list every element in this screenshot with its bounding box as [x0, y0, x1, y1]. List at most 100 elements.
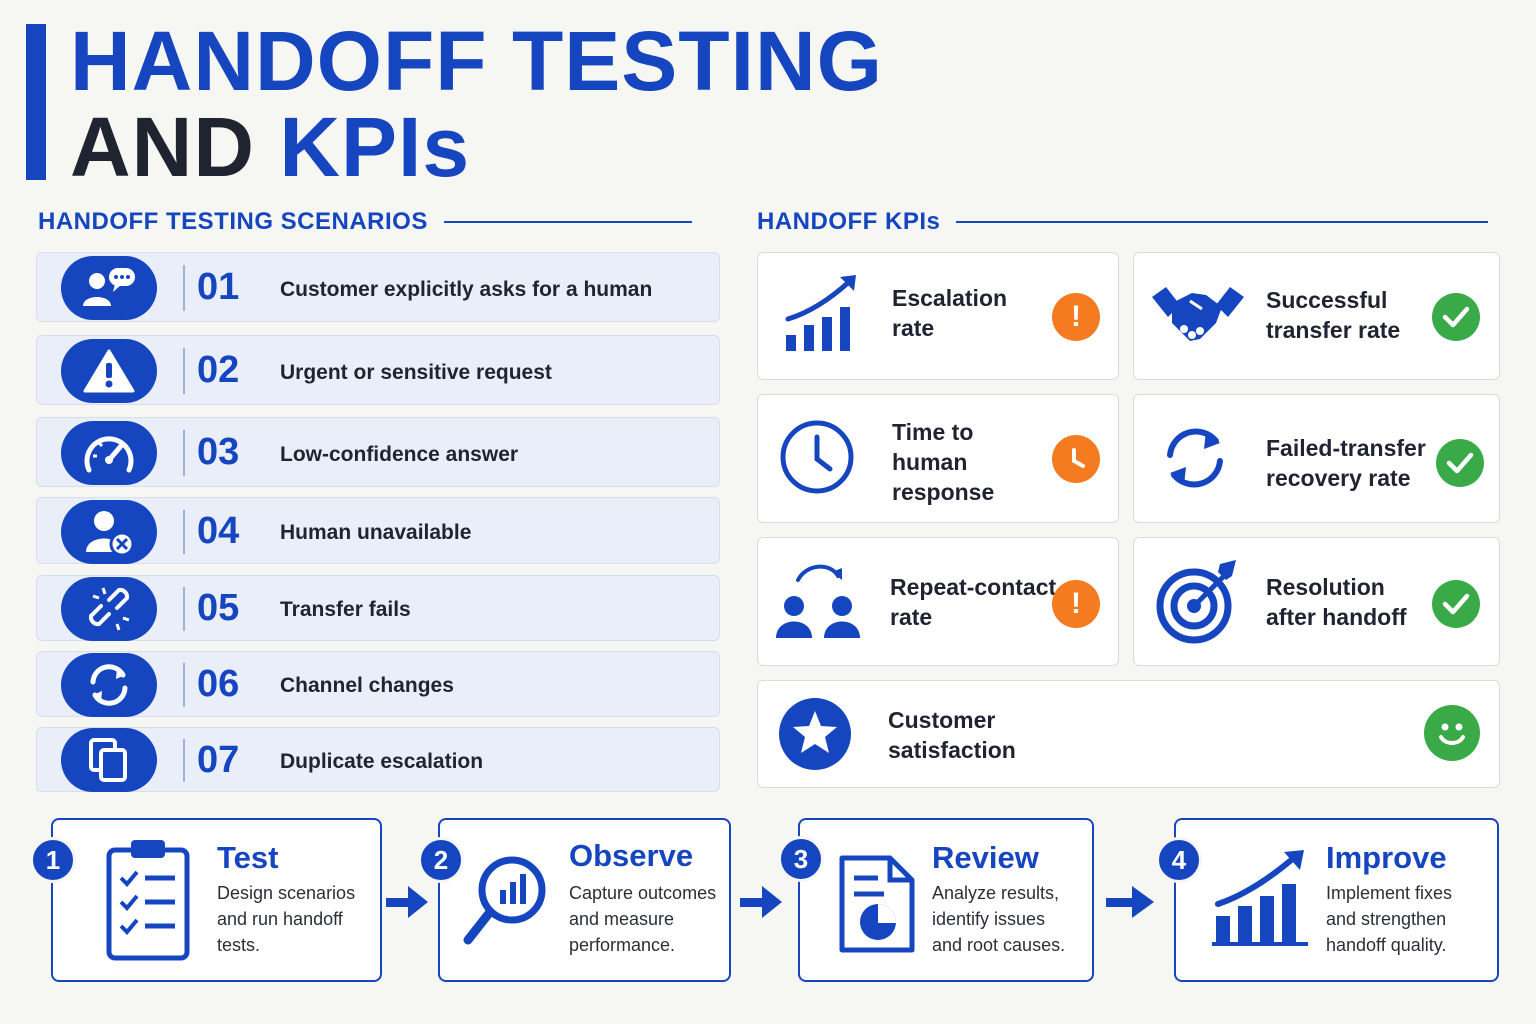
alert-icon: !: [1052, 293, 1100, 341]
scenario-divider: [183, 510, 185, 554]
star-icon: [778, 697, 852, 776]
step-description: Implement fixes and strengthen handoff q…: [1326, 880, 1486, 958]
smile-icon: [1424, 705, 1480, 761]
kpi-label-line: Successful: [1266, 287, 1388, 313]
kpi-label-line: transfer rate: [1266, 317, 1401, 343]
step-description-line: Implement fixes: [1326, 883, 1453, 903]
scenario-number: 06: [197, 663, 240, 705]
kpi-label: Repeat-contact rate: [890, 572, 1056, 632]
clock-icon: [778, 417, 856, 502]
arrow-right-icon: [386, 884, 430, 925]
scenario-row-04: 04 Human unavailable: [36, 497, 720, 564]
scenario-number: 07: [197, 739, 240, 781]
scenario-text: Low-confidence answer: [280, 443, 519, 466]
step-description-line: tests.: [217, 935, 261, 955]
scenario-number: 05: [197, 587, 240, 629]
kpis-heading: HANDOFF KPIs: [757, 208, 1489, 236]
magnifier-chart-icon: [462, 852, 548, 953]
scenario-divider: [183, 587, 185, 631]
scenario-divider: [183, 430, 185, 476]
kpi-card-failed-transfer-recovery-rate: Failed-transfer recovery rate: [1133, 394, 1500, 523]
clipboard-icon: [105, 838, 191, 967]
step-description: Design scenarios and run handoff tests.: [217, 880, 377, 958]
step-description-line: Design scenarios: [217, 883, 356, 903]
step-description: Capture outcomes and measure performance…: [569, 880, 729, 958]
scenario-number: 01: [197, 266, 240, 308]
broken-link-icon: [61, 577, 157, 641]
scenario-row-01: 01 Customer explicitly asks for a human: [36, 252, 720, 322]
scenario-text: Human unavailable: [280, 521, 472, 544]
step-description: Analyze results, identify issues and roo…: [932, 880, 1092, 958]
kpi-label-line: Escalation: [892, 285, 1008, 311]
kpi-label-line: Resolution: [1266, 574, 1385, 600]
scenario-row-05: 05 Transfer fails: [36, 575, 720, 641]
step-description-line: identify issues: [932, 909, 1046, 929]
title-line-2-part-a: AND: [70, 100, 280, 194]
title-accent-bar: [26, 24, 46, 180]
kpi-label-line: rate: [892, 315, 935, 341]
kpi-label: Escalation rate: [892, 283, 1007, 343]
kpi-label-line: Repeat-contact: [890, 574, 1057, 600]
scenario-text: Urgent or sensitive request: [280, 361, 552, 384]
clock-badge-icon: [1052, 435, 1100, 483]
title-line-2-part-b: KPIs: [279, 100, 471, 194]
kpi-label-line: human: [892, 449, 968, 475]
scenarios-heading-rule: [443, 221, 692, 223]
step-title: Review: [932, 840, 1039, 875]
kpi-card-escalation-rate: Escalation rate !: [757, 252, 1119, 380]
step-description-line: handoff quality.: [1326, 935, 1447, 955]
kpi-label: Customer satisfaction: [888, 705, 1016, 765]
chat-person-icon: [61, 256, 157, 320]
step-card-observe: Observe Capture outcomes and measure per…: [438, 818, 731, 982]
check-icon: [1436, 439, 1484, 487]
kpi-label: Failed-transfer recovery rate: [1266, 433, 1426, 493]
kpi-card-time-to-human-response: Time to human response: [757, 394, 1119, 523]
step-description-line: and measure: [569, 909, 675, 929]
scenario-text: Customer explicitly asks for a human: [280, 278, 653, 301]
report-icon: [838, 854, 918, 959]
kpi-card-resolution-after-handoff: Resolution after handoff: [1133, 537, 1500, 666]
step-description-line: performance.: [569, 935, 676, 955]
step-title: Observe: [569, 838, 694, 873]
step-card-review: Review Analyze results, identify issues …: [798, 818, 1094, 982]
scenarios-heading: HANDOFF TESTING SCENARIOS: [38, 208, 692, 236]
scenario-number: 02: [197, 349, 240, 391]
step-description-line: and strengthen: [1326, 909, 1447, 929]
refresh-icon: [1158, 423, 1232, 498]
step-card-improve: Improve Implement fixes and strengthen h…: [1174, 818, 1499, 982]
scenario-row-02: 02 Urgent or sensitive request: [36, 335, 720, 405]
kpi-label-line: after handoff: [1266, 604, 1407, 630]
scenario-text: Transfer fails: [280, 598, 411, 621]
duplicate-icon: [61, 728, 157, 792]
scenario-row-07: 07 Duplicate escalation: [36, 727, 720, 792]
step-description-line: and run handoff: [217, 909, 343, 929]
alert-icon: !: [1052, 580, 1100, 628]
step-number-badge: 2: [418, 837, 464, 883]
step-title: Test: [217, 840, 279, 875]
title-line-2: AND KPIs: [70, 104, 883, 190]
scenario-number: 03: [197, 431, 240, 473]
step-card-test: Test Design scenarios and run handoff te…: [51, 818, 382, 982]
kpi-label: Successful transfer rate: [1266, 285, 1400, 345]
scenario-divider: [183, 265, 185, 311]
scenario-row-03: 03 Low-confidence answer: [36, 417, 720, 487]
scenario-text: Channel changes: [280, 674, 454, 697]
step-number-badge: 3: [778, 836, 824, 882]
check-icon: [1432, 293, 1480, 341]
step-description-line: Capture outcomes: [569, 883, 717, 903]
kpi-label-line: response: [892, 479, 995, 505]
handshake-icon: [1150, 283, 1246, 354]
target-icon: [1156, 558, 1242, 649]
person-unavailable-icon: [61, 500, 157, 564]
kpi-label-line: Customer: [888, 707, 996, 733]
warning-icon: [61, 339, 157, 403]
kpis-heading-text: HANDOFF KPIs: [757, 208, 941, 235]
step-description-line: and root causes.: [932, 935, 1066, 955]
kpi-card-repeat-contact-rate: Repeat-contact rate !: [757, 537, 1119, 666]
scenario-text: Duplicate escalation: [280, 750, 484, 773]
repeat-people-icon: [774, 560, 864, 647]
kpi-label-line: recovery rate: [1266, 465, 1411, 491]
kpi-label-line: satisfaction: [888, 737, 1016, 763]
scenario-divider: [183, 663, 185, 707]
kpi-label-line: Failed-transfer: [1266, 435, 1426, 461]
